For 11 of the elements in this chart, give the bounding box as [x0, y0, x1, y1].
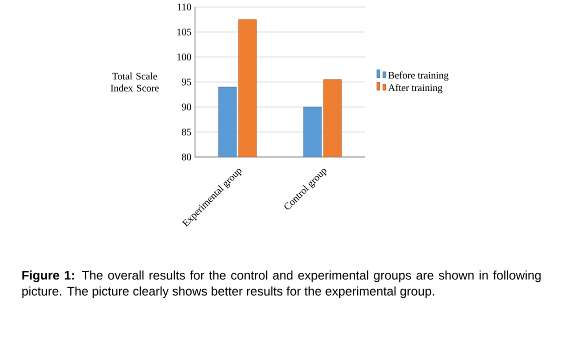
y-axis-title: Total Scale Index Score — [110, 72, 159, 92]
y-tick-label: 90 — [182, 104, 192, 110]
y-tick-label: 105 — [177, 28, 192, 36]
y-tick-label: 95 — [182, 78, 192, 86]
y-tick-label: 85 — [182, 128, 192, 136]
y-tick-label: 110 — [178, 4, 192, 10]
text: Figure 1: The overall results for the control and experimental groups are shown in following picture. The picture clearly shows better results for the experimental group. — [22, 270, 541, 298]
legend-label: Before training — [388, 71, 448, 81]
y-tick-label: 100 — [177, 54, 192, 60]
y-tick-label: 80 — [182, 154, 192, 160]
legend-label: After training — [388, 84, 442, 94]
